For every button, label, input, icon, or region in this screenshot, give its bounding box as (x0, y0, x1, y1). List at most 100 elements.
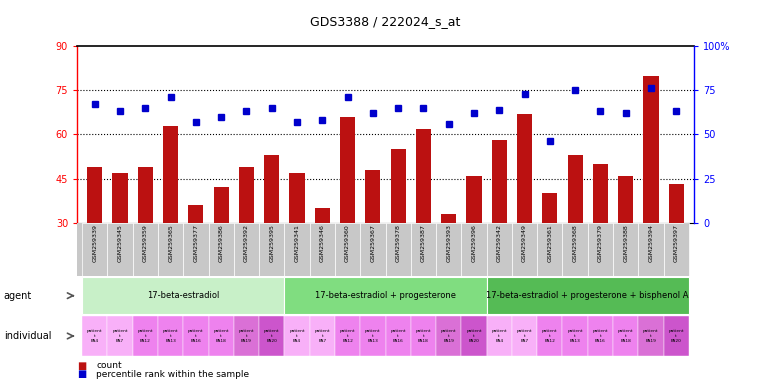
Bar (188, 205, 204, 311)
Bar (133, 223, 158, 276)
Bar (386, 223, 411, 276)
Bar (537, 316, 563, 356)
Text: patient
t
PA7: patient t PA7 (113, 329, 128, 343)
Bar (335, 223, 360, 276)
Bar (537, 223, 563, 276)
Bar (391, 149, 406, 311)
Bar (360, 316, 386, 356)
Bar (360, 223, 386, 276)
Bar (133, 316, 158, 356)
Text: patient
t
PA4: patient t PA4 (491, 329, 507, 343)
Text: patient
t
PA12: patient t PA12 (542, 329, 557, 343)
Bar (284, 277, 487, 314)
Bar (668, 184, 684, 311)
Text: 17-beta-estradiol + progesterone: 17-beta-estradiol + progesterone (315, 291, 456, 300)
Text: patient
t
PA18: patient t PA18 (416, 329, 431, 343)
Bar (214, 187, 229, 311)
Text: patient
t
PA19: patient t PA19 (643, 329, 658, 343)
Bar (567, 155, 583, 311)
Bar (239, 167, 254, 311)
Text: patient
t
PA12: patient t PA12 (340, 329, 355, 343)
Bar (411, 223, 436, 276)
Bar (517, 114, 532, 311)
Bar (492, 140, 507, 311)
Text: patient
t
PA16: patient t PA16 (390, 329, 406, 343)
Text: GSM259339: GSM259339 (93, 224, 97, 262)
Bar (436, 223, 461, 276)
Bar (107, 223, 133, 276)
Bar (315, 208, 330, 311)
Bar (466, 175, 482, 311)
Text: GSM259367: GSM259367 (370, 224, 375, 262)
Bar (208, 223, 234, 276)
Text: GSM259361: GSM259361 (547, 224, 552, 262)
Bar (107, 316, 133, 356)
Text: ■: ■ (77, 361, 86, 371)
Bar (87, 167, 103, 311)
Bar (284, 316, 310, 356)
Text: GSM259341: GSM259341 (295, 224, 299, 262)
Text: patient
t
PA4: patient t PA4 (87, 329, 103, 343)
Bar (259, 223, 284, 276)
Text: GSM259359: GSM259359 (143, 224, 148, 262)
Bar (416, 129, 431, 311)
Text: patient
t
PA13: patient t PA13 (365, 329, 381, 343)
Bar (183, 316, 208, 356)
Bar (487, 277, 689, 314)
Text: GDS3388 / 222024_s_at: GDS3388 / 222024_s_at (310, 15, 461, 28)
Text: GSM259346: GSM259346 (320, 224, 325, 262)
Text: 17-beta-estradiol + progesterone + bisphenol A: 17-beta-estradiol + progesterone + bisph… (487, 291, 689, 300)
Text: GSM259397: GSM259397 (674, 224, 678, 262)
Text: 17-beta-estradiol: 17-beta-estradiol (147, 291, 220, 300)
Bar (487, 316, 512, 356)
Bar (113, 173, 128, 311)
Text: GSM259345: GSM259345 (117, 224, 123, 262)
Bar (643, 76, 658, 311)
Text: patient
t
PA13: patient t PA13 (163, 329, 178, 343)
Text: GSM259365: GSM259365 (168, 224, 173, 262)
Bar (588, 316, 613, 356)
Bar (82, 277, 284, 314)
Text: GSM259387: GSM259387 (421, 224, 426, 262)
Bar (512, 223, 537, 276)
Bar (638, 316, 664, 356)
Bar (234, 223, 259, 276)
Text: individual: individual (4, 331, 52, 341)
Text: GSM259388: GSM259388 (623, 224, 628, 262)
Text: ■: ■ (77, 369, 86, 379)
Text: patient
t
PA7: patient t PA7 (517, 329, 532, 343)
Bar (618, 175, 633, 311)
Text: patient
t
PA4: patient t PA4 (289, 329, 305, 343)
Bar (563, 316, 588, 356)
Bar (340, 117, 355, 311)
Text: GSM259378: GSM259378 (396, 224, 401, 262)
Text: GSM259395: GSM259395 (269, 224, 274, 262)
Bar (487, 223, 512, 276)
Text: patient
t
PA20: patient t PA20 (264, 329, 280, 343)
Text: GSM259379: GSM259379 (598, 224, 603, 262)
Bar (436, 316, 461, 356)
Bar (386, 316, 411, 356)
Bar (138, 167, 153, 311)
Text: GSM259360: GSM259360 (345, 224, 350, 262)
Bar (441, 214, 456, 311)
Bar (289, 173, 305, 311)
Bar (512, 316, 537, 356)
Text: GSM259349: GSM259349 (522, 224, 527, 262)
Text: GSM259368: GSM259368 (573, 224, 577, 262)
Text: patient
t
PA19: patient t PA19 (441, 329, 456, 343)
Bar (461, 223, 487, 276)
Bar (208, 316, 234, 356)
Text: patient
t
PA20: patient t PA20 (466, 329, 482, 343)
Text: count: count (96, 361, 122, 371)
Bar (82, 223, 107, 276)
Text: GSM259377: GSM259377 (194, 224, 198, 262)
Bar (588, 223, 613, 276)
Bar (542, 193, 557, 311)
Text: patient
t
PA18: patient t PA18 (618, 329, 634, 343)
Text: patient
t
PA12: patient t PA12 (137, 329, 153, 343)
Bar (461, 316, 487, 356)
Text: GSM259396: GSM259396 (472, 224, 476, 262)
Text: GSM259393: GSM259393 (446, 224, 451, 262)
Bar (613, 316, 638, 356)
